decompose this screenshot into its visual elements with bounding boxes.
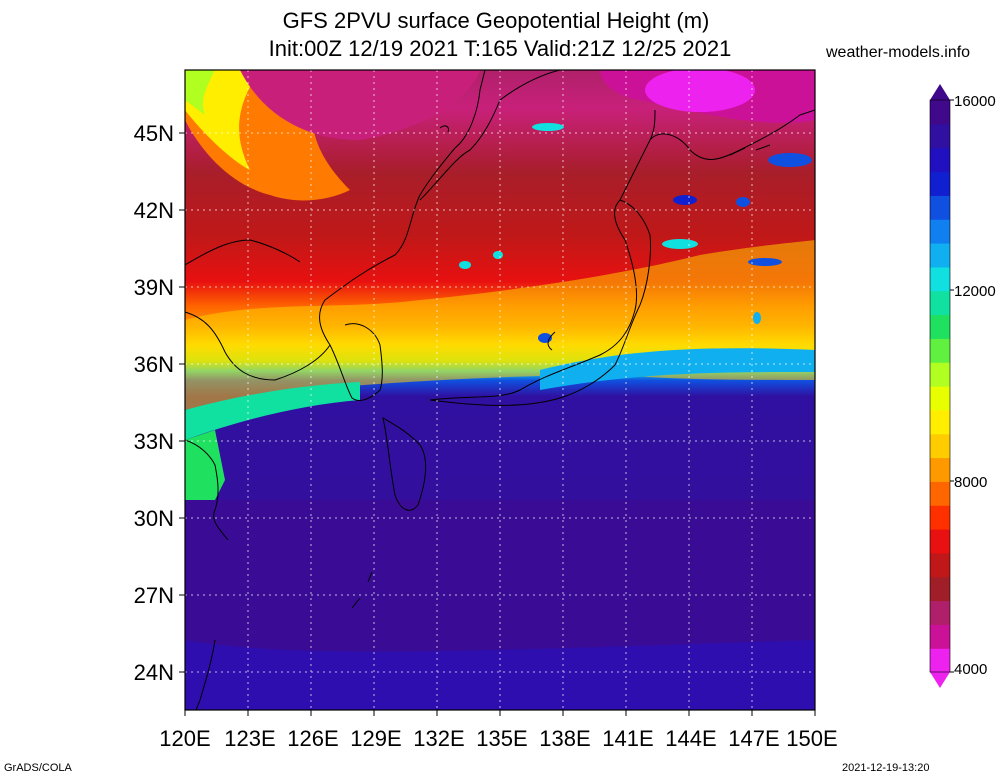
colorbar-label: 4000 xyxy=(954,661,987,678)
lat-tick-label: 27N xyxy=(134,583,174,608)
colorbar-segment xyxy=(930,481,950,506)
colorbar-label: 16000 xyxy=(954,93,996,110)
colorbar-segment xyxy=(930,243,950,268)
lat-tick-label: 42N xyxy=(134,198,174,223)
colorbar-segment xyxy=(930,386,950,411)
footer-software-label: GrADS/COLA xyxy=(4,762,72,774)
lon-tick-label: 123E xyxy=(224,726,275,751)
colorbar-label: 12000 xyxy=(954,283,996,300)
colorbar-top-arrow xyxy=(930,84,950,100)
colorbar-segment xyxy=(930,195,950,220)
footer-timestamp: 2021-12-19-13:20 xyxy=(842,762,930,774)
colorbar-segment xyxy=(930,505,950,530)
colorbar-segment xyxy=(930,433,950,459)
map-field xyxy=(185,70,815,710)
lon-tick-label: 129E xyxy=(350,726,401,751)
lon-tick-label: 144E xyxy=(665,726,716,751)
lat-tick-label: 36N xyxy=(134,352,174,377)
colorbar-segment xyxy=(930,314,950,339)
lon-tick-label: 120E xyxy=(159,726,210,751)
axis-ticks xyxy=(179,132,816,716)
colorbar-segment xyxy=(930,648,950,673)
lon-tick-label: 141E xyxy=(602,726,653,751)
colorbar-segment xyxy=(930,290,950,316)
colorbar-segment xyxy=(930,100,950,125)
colorbar-segment xyxy=(930,219,950,244)
grid-lines xyxy=(185,70,815,710)
colorbar-segment xyxy=(930,600,950,625)
colorbar-bottom-arrow xyxy=(930,672,950,688)
colorbar-segment xyxy=(930,529,950,554)
lat-tick-label: 33N xyxy=(134,429,174,454)
lon-tick-label: 138E xyxy=(539,726,590,751)
colorbar-segment xyxy=(930,171,950,196)
lon-tick-label: 126E xyxy=(287,726,338,751)
lon-tick-label: 132E xyxy=(413,726,464,751)
colorbar-label: 8000 xyxy=(954,474,987,491)
colorbar-segment xyxy=(930,457,950,482)
colorbar-segment xyxy=(930,552,950,578)
colorbar-segment xyxy=(930,362,950,387)
colorbar-segment xyxy=(930,576,950,602)
colorbar-segment xyxy=(930,624,950,649)
chart-title: GFS 2PVU surface Geopotential Height (m) xyxy=(282,8,710,33)
chart-subtitle: Init:00Z 12/19 2021 T:165 Valid:21Z 12/2… xyxy=(268,36,732,61)
lon-tick-label: 150E xyxy=(786,726,837,751)
lon-tick-label: 147E xyxy=(728,726,779,751)
lat-tick-label: 39N xyxy=(134,275,174,300)
colorbar-segment xyxy=(930,266,950,292)
lat-tick-label: 30N xyxy=(134,506,174,531)
colorbar-segment xyxy=(930,123,950,149)
colorbar-segment xyxy=(930,409,950,435)
colorbar-segment xyxy=(930,338,950,363)
lat-tick-label: 45N xyxy=(134,121,174,146)
brand-label: weather-models.info xyxy=(826,44,971,61)
colorbar-segment xyxy=(930,147,950,173)
colorbar: 16000 12000 8000 4000 xyxy=(929,84,996,688)
lat-tick-label: 24N xyxy=(134,660,174,685)
lon-tick-label: 135E xyxy=(476,726,527,751)
